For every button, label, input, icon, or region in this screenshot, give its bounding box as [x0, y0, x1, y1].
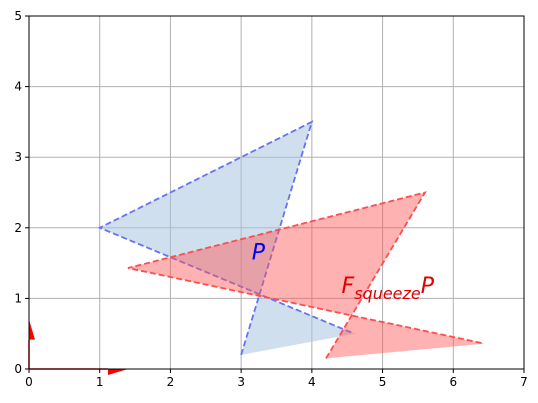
arrow-head — [108, 369, 128, 375]
polygon-label-0: P — [252, 241, 266, 266]
arrow-head — [29, 319, 35, 340]
polygon-label-1: FsqueezeP — [342, 274, 435, 303]
y-tick-label: 5 — [14, 9, 22, 23]
x-tick-label: 2 — [167, 375, 175, 389]
series-fill-1 — [128, 192, 485, 359]
x-tick-label: 7 — [520, 375, 528, 389]
series-fill-0 — [99, 121, 355, 355]
x-tick-label: 6 — [449, 375, 457, 389]
y-tick-label: 1 — [14, 291, 22, 305]
x-tick-label: 0 — [25, 375, 33, 389]
x-tick-label: 4 — [308, 375, 316, 389]
y-tick-label: 3 — [14, 150, 22, 164]
y-tick-label: 4 — [14, 80, 22, 94]
arrows — [28, 319, 128, 375]
y-tick-label: 2 — [14, 221, 22, 235]
x-tick-label: 1 — [96, 375, 104, 389]
labels: P FsqueezeP — [252, 241, 435, 303]
plot-frame — [28, 15, 525, 370]
x-tick-label: 5 — [379, 375, 387, 389]
series-outline-1 — [127, 191, 485, 359]
x-tick-label: 3 — [237, 375, 245, 389]
y-tick-label: 0 — [14, 362, 22, 376]
ticks: 0 1 2 3 4 5 6 7 0 1 2 3 4 5 — [14, 9, 527, 389]
polygons — [97, 120, 485, 359]
series-outline-0 — [97, 120, 355, 356]
